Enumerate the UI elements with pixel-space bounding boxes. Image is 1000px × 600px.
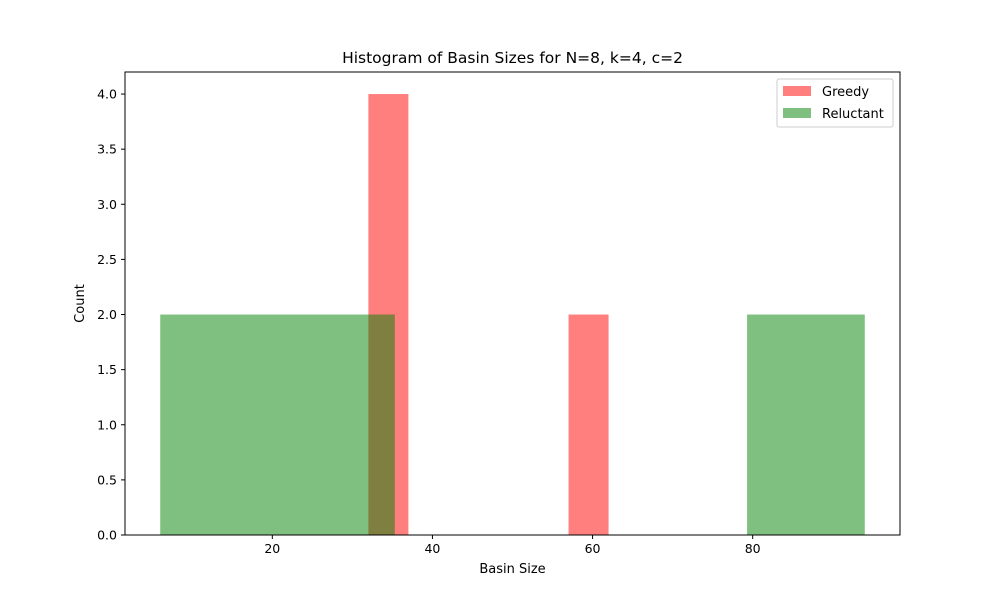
y-tick-label: 0.0 xyxy=(97,528,117,543)
y-axis-ticks: 0.0 0.5 1.0 1.5 2.0 2.5 3.0 3.5 4.0 xyxy=(97,87,125,543)
y-tick-label: 2.5 xyxy=(97,252,117,267)
x-tick-label: 20 xyxy=(264,541,280,556)
legend: Greedy Reluctant xyxy=(776,78,894,128)
bar-greedy-1 xyxy=(568,314,609,535)
legend-label-greedy: Greedy xyxy=(822,85,869,100)
x-axis-label: Basin Size xyxy=(479,562,545,577)
x-tick-label: 80 xyxy=(745,541,761,556)
y-tick-label: 4.0 xyxy=(97,87,117,102)
plot-frame xyxy=(124,71,901,536)
y-tick-label: 3.5 xyxy=(97,142,117,157)
bar-reluctant-1 xyxy=(747,314,865,535)
bar-reluctant-0 xyxy=(160,314,395,535)
bars-layer xyxy=(160,94,865,536)
y-axis-label: Count xyxy=(73,284,88,323)
legend-label-reluctant: Reluctant xyxy=(822,107,884,122)
legend-swatch-reluctant xyxy=(783,108,811,118)
x-tick-label: 60 xyxy=(585,541,601,556)
y-tick-label: 2.0 xyxy=(97,307,117,322)
y-tick-label: 3.0 xyxy=(97,197,117,212)
y-tick-label: 0.5 xyxy=(97,472,117,487)
legend-swatch-greedy xyxy=(783,86,811,96)
x-axis-ticks: 20 40 60 80 xyxy=(264,535,761,556)
chart-title: Histogram of Basin Sizes for N=8, k=4, c… xyxy=(342,49,683,67)
x-tick-label: 40 xyxy=(424,541,440,556)
y-tick-label: 1.0 xyxy=(97,417,117,432)
y-tick-label: 1.5 xyxy=(97,362,117,377)
